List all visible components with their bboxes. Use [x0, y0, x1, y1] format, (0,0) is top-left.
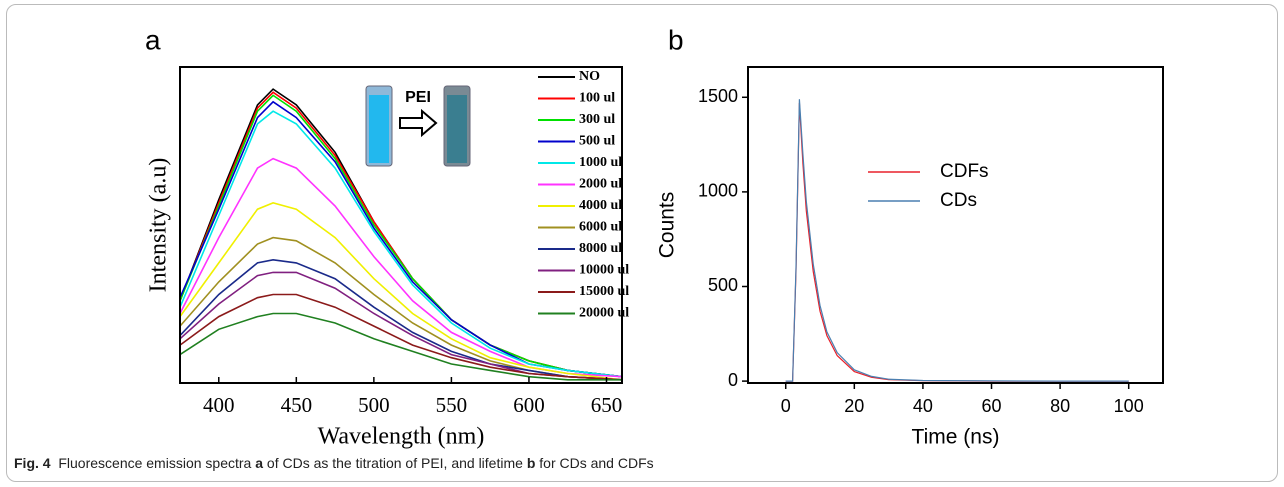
series-line — [179, 202, 623, 381]
y-tick-label: 500 — [708, 275, 738, 295]
x-tick-label: 0 — [781, 396, 791, 416]
caption: Fig. 4 Fluorescence emission spectra a o… — [14, 455, 654, 471]
legend-label: NO — [579, 69, 600, 84]
x-axis-label: Time (ns) — [912, 426, 1000, 449]
legend-label: 2000 ul — [579, 177, 622, 192]
caption-ref: b — [526, 455, 536, 471]
x-tick-label: 60 — [981, 396, 1001, 416]
y-axis-label: Intensity (a.u) — [146, 158, 172, 293]
x-tick-label: 400 — [203, 393, 235, 417]
series-line — [179, 91, 623, 378]
legend-label: 8000 ul — [579, 241, 622, 256]
plot-frame — [747, 66, 1164, 384]
caption-text: of CDs as the titration of PEI, and life… — [266, 455, 523, 471]
x-tick-label: 450 — [281, 393, 313, 417]
legend-label: 100 ul — [579, 91, 615, 106]
x-axis-label: Wavelength (nm) — [318, 424, 485, 450]
legend-label: 15000 ul — [579, 284, 629, 299]
series-line — [179, 293, 623, 381]
legend-label: CDFs — [940, 161, 989, 182]
panel-label: b — [668, 24, 684, 55]
x-tick-label: 600 — [513, 393, 545, 417]
series-line — [785, 102, 1129, 382]
caption-figure: Fig. 4 — [14, 455, 51, 471]
plot-frame — [179, 66, 623, 384]
legend-label: 300 ul — [579, 112, 615, 127]
y-axis-label: Counts — [656, 192, 679, 259]
x-tick-label: 500 — [358, 393, 390, 417]
x-tick-label: 100 — [1114, 396, 1144, 416]
series-line — [179, 312, 622, 381]
inset-cuvettes — [365, 85, 471, 167]
y-tick-label: 1000 — [698, 181, 738, 201]
legend-label: 10000 ul — [579, 263, 629, 278]
x-tick-label: 80 — [1050, 396, 1070, 416]
caption-ref: a — [255, 455, 264, 471]
series-line — [785, 99, 1129, 382]
caption-text: Fluorescence emission spectra — [58, 455, 252, 471]
legend-label: CDs — [940, 190, 977, 211]
x-tick-label: 550 — [436, 393, 468, 417]
series-line — [179, 110, 623, 378]
legend-label: 4000 ul — [579, 198, 622, 213]
legend-label: 500 ul — [579, 134, 615, 149]
annotation: PEI — [405, 89, 431, 106]
legend-label: 6000 ul — [579, 220, 622, 235]
caption-text: for CDs and CDFs — [539, 455, 654, 471]
series-line — [179, 236, 623, 381]
series-line — [179, 258, 623, 381]
figure-frame — [6, 4, 1278, 482]
x-tick-label: 650 — [591, 393, 623, 417]
panel-label: a — [145, 24, 161, 55]
legend-label: 1000 ul — [579, 155, 622, 170]
series-line — [179, 94, 623, 378]
y-tick-label: 0 — [728, 370, 738, 390]
legend-label: 20000 ul — [579, 306, 629, 321]
series-line — [179, 88, 623, 378]
x-tick-label: 20 — [844, 396, 864, 416]
x-tick-label: 40 — [913, 396, 933, 416]
y-tick-label: 1500 — [698, 86, 738, 106]
series-line — [179, 100, 623, 378]
